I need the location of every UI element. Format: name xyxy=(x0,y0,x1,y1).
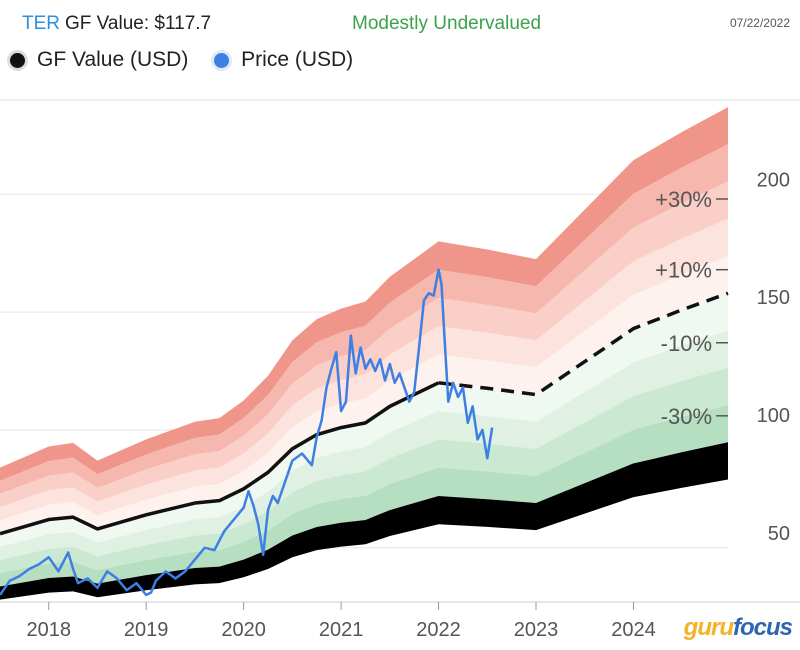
gf-band-9 xyxy=(0,442,728,600)
x-tick-label-2018: 2018 xyxy=(26,619,71,641)
x-tick-label-2024: 2024 xyxy=(611,619,656,641)
logo-part-guru: guru xyxy=(683,614,734,641)
legend-item-gf-value[interactable]: GF Value (USD) xyxy=(10,48,188,72)
chart-header: TER GF Value: $117.7 Modestly Undervalue… xyxy=(0,0,800,100)
legend: GF Value (USD) Price (USD) xyxy=(10,48,373,74)
x-tick-label-2020: 2020 xyxy=(221,619,266,641)
band-label-1: +10% xyxy=(655,258,712,283)
gf-band-4 xyxy=(0,256,728,534)
gf-value-line xyxy=(0,381,440,536)
y-tick-label-50: 50 xyxy=(768,523,790,545)
gf-band-1 xyxy=(0,144,728,495)
logo-part-focus: focus xyxy=(732,614,793,641)
x-tick-label-2019: 2019 xyxy=(124,619,169,641)
x-tick-label-2022: 2022 xyxy=(416,619,461,641)
valuation-status: Modestly Undervalued xyxy=(352,13,542,34)
price-dot-icon xyxy=(214,52,230,68)
chart-date: 07/22/2022 xyxy=(729,16,790,30)
band-label-2: -10% xyxy=(661,331,712,356)
gf-band-2 xyxy=(0,181,728,508)
legend-item-price[interactable]: Price (USD) xyxy=(214,48,353,72)
gf-band-5 xyxy=(0,293,728,547)
gf-band-3 xyxy=(0,218,728,521)
price-line xyxy=(0,268,494,597)
gf-band-0 xyxy=(0,107,728,481)
ticker-symbol[interactable]: TER xyxy=(22,13,60,34)
x-tick-label-2021: 2021 xyxy=(319,619,364,641)
gf-band-7 xyxy=(0,367,728,574)
gf-value-projected-line xyxy=(438,291,729,397)
gf-value-dot-icon xyxy=(10,52,25,68)
y-tick-label-200: 200 xyxy=(757,169,790,191)
y-tick-label-100: 100 xyxy=(757,405,790,427)
y-tick-label-150: 150 xyxy=(757,287,790,309)
gf-value-label: GF Value: $117.7 xyxy=(65,13,212,34)
band-label-0: +30% xyxy=(655,187,712,212)
band-label-3: -30% xyxy=(661,404,712,429)
legend-label-price: Price (USD) xyxy=(241,48,354,71)
gf-band-6 xyxy=(0,330,728,561)
legend-label-gf-value: GF Value (USD) xyxy=(37,48,189,71)
gurufocus-logo: gurufocus xyxy=(683,614,793,642)
x-tick-label-2023: 2023 xyxy=(514,619,559,641)
